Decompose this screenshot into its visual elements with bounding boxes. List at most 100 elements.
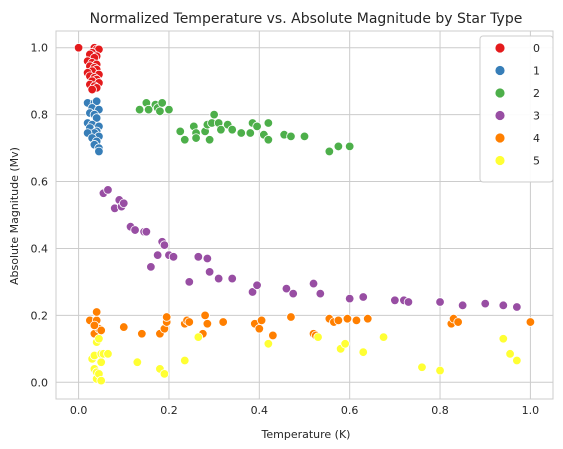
data-points xyxy=(73,43,536,386)
data-point-type-4 xyxy=(525,317,536,327)
data-point-type-3 xyxy=(480,298,490,309)
legend: 0 1 2 3 4 5 xyxy=(479,35,554,183)
data-point-type-3 xyxy=(213,273,224,284)
data-point-type-5 xyxy=(417,362,427,372)
x-tick-label: 0.8 xyxy=(431,404,449,417)
data-point-type-3 xyxy=(168,252,179,262)
plot-frame xyxy=(55,30,554,400)
data-point-type-4 xyxy=(202,319,213,329)
data-point-type-3 xyxy=(227,273,237,284)
data-point-type-5 xyxy=(498,334,509,344)
data-point-type-2 xyxy=(216,124,226,135)
data-point-type-5 xyxy=(193,332,204,342)
data-point-type-2 xyxy=(324,146,335,157)
data-point-type-5 xyxy=(96,375,106,386)
data-point-type-2 xyxy=(180,135,190,145)
data-point-type-2 xyxy=(164,104,174,115)
data-point-type-4 xyxy=(254,324,265,334)
legend-label: 3 xyxy=(533,110,540,123)
data-point-type-3 xyxy=(358,292,368,302)
data-point-type-3 xyxy=(498,300,509,311)
legend-label: 4 xyxy=(533,132,540,145)
chart-title: Normalized Temperature vs. Absolute Magn… xyxy=(90,11,523,27)
legend-label: 1 xyxy=(533,65,540,78)
data-point-type-4 xyxy=(342,314,353,324)
data-point-type-3 xyxy=(204,267,215,277)
data-point-type-2 xyxy=(245,128,255,138)
legend-items: 0 1 2 3 4 5 xyxy=(494,42,540,168)
data-point-type-5 xyxy=(180,355,190,366)
data-point-type-2 xyxy=(344,141,355,152)
data-point-type-2 xyxy=(227,124,237,135)
legend-marker xyxy=(494,42,506,54)
data-point-type-4 xyxy=(184,317,194,327)
data-point-type-5 xyxy=(94,334,104,344)
data-point-type-2 xyxy=(134,104,145,115)
x-tick-label: 0.0 xyxy=(70,404,88,417)
data-point-type-3 xyxy=(184,277,194,287)
data-point-type-3 xyxy=(435,297,445,307)
data-point-type-4 xyxy=(161,312,172,322)
data-point-type-3 xyxy=(130,225,140,235)
data-point-type-5 xyxy=(512,355,522,366)
data-point-type-3 xyxy=(202,253,213,264)
legend-label: 2 xyxy=(533,87,540,100)
data-point-type-2 xyxy=(299,131,310,142)
data-point-type-0 xyxy=(87,84,97,95)
data-point-type-5 xyxy=(435,365,445,376)
data-point-type-4 xyxy=(453,317,463,327)
legend-label: 5 xyxy=(533,155,540,168)
legend-marker xyxy=(494,110,506,121)
x-tick-label: 0.2 xyxy=(160,404,178,417)
data-point-type-3 xyxy=(315,288,326,299)
data-point-type-1 xyxy=(94,146,104,157)
data-point-type-2 xyxy=(263,135,274,145)
data-point-type-2 xyxy=(191,133,201,143)
y-tick-label: 0.6 xyxy=(31,176,49,189)
data-point-type-2 xyxy=(143,104,154,115)
data-point-type-5 xyxy=(313,332,323,342)
legend-box xyxy=(479,35,554,183)
data-point-type-4 xyxy=(363,314,373,324)
data-point-type-5 xyxy=(159,369,170,379)
y-tick-labels: 0.0 0.2 0.4 0.6 0.8 1.0 xyxy=(31,42,49,390)
legend-marker xyxy=(494,87,506,99)
data-point-type-0 xyxy=(73,43,84,53)
data-point-type-4 xyxy=(268,330,278,341)
data-point-type-2 xyxy=(175,126,185,137)
data-point-type-3 xyxy=(403,297,414,307)
y-tick-label: 0.0 xyxy=(31,376,49,389)
y-tick-label: 0.2 xyxy=(31,309,49,322)
data-point-type-4 xyxy=(218,317,228,327)
data-point-type-2 xyxy=(157,98,167,108)
data-point-type-3 xyxy=(344,293,355,304)
data-point-type-2 xyxy=(263,118,274,128)
data-point-type-3 xyxy=(159,240,170,250)
data-point-type-3 xyxy=(152,250,163,260)
data-point-type-4 xyxy=(137,329,147,339)
legend-marker xyxy=(494,155,506,166)
data-point-type-3 xyxy=(512,302,522,312)
data-point-type-2 xyxy=(236,128,246,138)
y-tick-label: 0.4 xyxy=(31,242,49,255)
x-tick-label: 0.4 xyxy=(251,404,269,417)
data-point-type-2 xyxy=(209,109,219,120)
data-point-type-4 xyxy=(200,310,210,321)
data-point-type-3 xyxy=(141,227,152,237)
legend-label: 0 xyxy=(533,42,540,55)
y-tick-label: 1.0 xyxy=(31,42,49,55)
data-point-type-2 xyxy=(286,131,296,142)
data-point-type-2 xyxy=(333,141,344,152)
data-point-type-3 xyxy=(119,198,129,208)
data-point-type-3 xyxy=(390,295,400,306)
data-point-type-4 xyxy=(91,307,102,317)
data-point-type-3 xyxy=(457,300,468,311)
data-point-type-2 xyxy=(155,106,165,116)
data-point-type-4 xyxy=(89,320,100,331)
data-point-type-3 xyxy=(193,252,204,262)
data-point-type-3 xyxy=(281,283,292,294)
data-point-type-2 xyxy=(252,121,262,132)
data-point-type-5 xyxy=(263,339,274,349)
data-point-type-3 xyxy=(247,287,258,297)
